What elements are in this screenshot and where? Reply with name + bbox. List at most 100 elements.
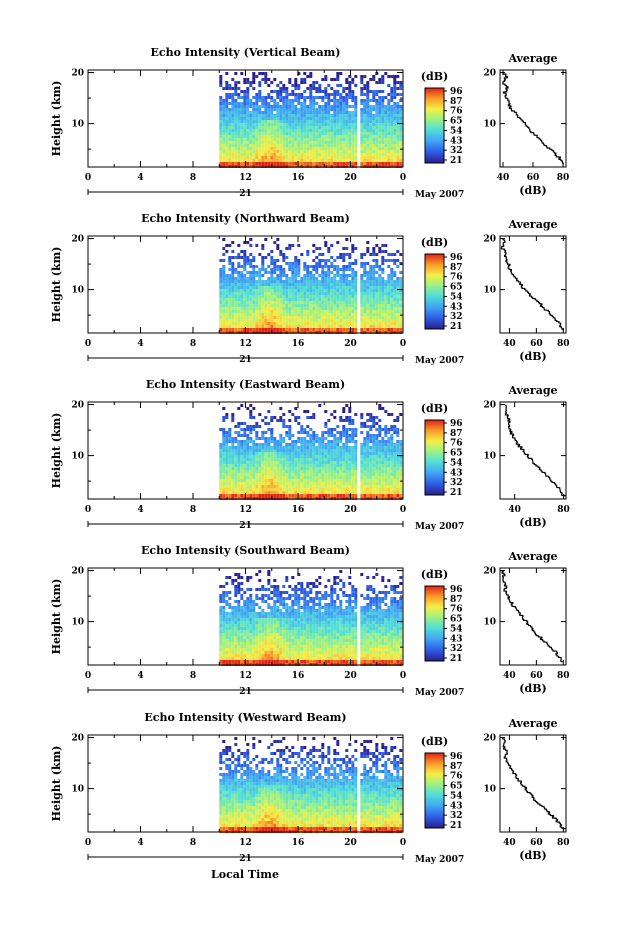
date-label: May 2007 (415, 356, 464, 366)
y-tick-label: 10 (71, 120, 84, 130)
x-tick-label: 0 (400, 671, 406, 681)
colorbar-tick: 54 (450, 624, 463, 634)
profile-y-tick: 20 (483, 69, 496, 79)
colorbar-tick: 43 (450, 468, 463, 478)
colorbar-tick: 43 (450, 634, 463, 644)
profile-y-tick: 20 (483, 401, 496, 411)
y-axis-label: Height (km) (50, 247, 63, 323)
x-tick-label: 16 (292, 173, 305, 183)
panel-4: Echo Intensity (Westward Beam) 20 10 0 4 8 12 1… (50, 711, 570, 865)
profile-frame (499, 401, 567, 500)
profile-title: Average (507, 384, 557, 397)
y-tick-label: 10 (71, 286, 84, 296)
day-label: 21 (239, 355, 252, 365)
x-tick-label: 12 (239, 339, 252, 349)
x-tick-label: 20 (344, 838, 357, 848)
profile-x-tick: 80 (557, 671, 570, 681)
colorbar-tick: 65 (450, 117, 463, 127)
colorbar-tick: 21 (450, 488, 463, 498)
colorbar-tick: 21 (450, 821, 463, 831)
colorbar-tick: 96 (450, 752, 463, 762)
profile-x-tick: 60 (527, 173, 540, 183)
heatmap-cells (219, 72, 403, 168)
x-tick-label: 12 (239, 671, 252, 681)
colorbar-tick: 87 (450, 97, 463, 107)
colorbar-tick: 32 (450, 312, 463, 322)
profile-x-tick: 80 (557, 505, 570, 515)
x-tick-label: 0 (400, 173, 406, 183)
profile-x-tick: 80 (557, 838, 570, 848)
profile-xlabel: (dB) (519, 849, 546, 862)
x-tick-label: 8 (190, 671, 196, 681)
y-tick-label: 20 (71, 235, 84, 245)
profile-y-tick: 20 (483, 734, 496, 744)
colorbar-tick: 96 (450, 87, 463, 97)
x-tick-label: 0 (400, 505, 406, 515)
profile-x-tick: 80 (557, 173, 570, 183)
colorbar-tick: 87 (450, 762, 463, 772)
profile-frame (499, 69, 567, 168)
colorbar (424, 419, 445, 496)
panel-title: Echo Intensity (Vertical Beam) (150, 46, 340, 59)
x-tick-label: 16 (292, 505, 305, 515)
profile-x-tick: 40 (497, 173, 510, 183)
y-axis-label: Height (km) (50, 81, 63, 157)
x-tick-label: 0 (85, 173, 91, 183)
x-tick-label: 4 (137, 838, 143, 848)
colorbar-tick: 65 (450, 283, 463, 293)
profile-xlabel: (dB) (519, 682, 546, 695)
profile-x-tick: 40 (503, 339, 516, 349)
profile-y-tick: 10 (483, 120, 496, 130)
panel-title: Echo Intensity (Northward Beam) (141, 212, 350, 225)
y-tick-label: 10 (71, 785, 84, 795)
panel-1: Echo Intensity (Northward Beam) 20 10 0 4 8 12… (50, 212, 570, 366)
profile-y-tick: 10 (483, 785, 496, 795)
colorbar-tick: 43 (450, 801, 463, 811)
x-tick-label: 0 (85, 671, 91, 681)
y-tick-label: 10 (71, 618, 84, 628)
profile-xlabel: (dB) (519, 350, 546, 363)
profile-x-tick: 60 (530, 671, 543, 681)
x-tick-label: 8 (190, 339, 196, 349)
day-label: 21 (239, 687, 252, 697)
profile-frame (499, 235, 567, 334)
colorbar-tick: 65 (450, 782, 463, 792)
x-tick-label: 12 (239, 173, 252, 183)
day-label: 21 (239, 189, 252, 199)
colorbar-tick: 54 (450, 126, 463, 136)
profile-x-tick: 60 (530, 339, 543, 349)
x-tick-label: 4 (137, 339, 143, 349)
panel-0: Echo Intensity (Vertical Beam) 20 10 0 4 8 12 1… (50, 46, 569, 200)
profile-title: Average (507, 717, 557, 730)
x-tick-label: 20 (344, 339, 357, 349)
profile-line (504, 404, 566, 497)
colorbar-tick: 43 (450, 302, 463, 312)
x-tick-label: 0 (400, 339, 406, 349)
colorbar-tick: 65 (450, 449, 463, 459)
colorbar-tick: 32 (450, 146, 463, 156)
x-axis-label: Local Time (211, 868, 279, 881)
profile-y-tick: 10 (483, 618, 496, 628)
x-tick-label: 16 (292, 671, 305, 681)
x-tick-label: 20 (344, 505, 357, 515)
date-label: May 2007 (415, 855, 464, 865)
x-tick-label: 20 (344, 671, 357, 681)
heatmap-cells (219, 404, 403, 500)
colorbar-tick: 76 (450, 605, 463, 615)
y-axis-label: Height (km) (50, 579, 63, 655)
colorbar-label: (dB) (421, 236, 448, 249)
profile-x-tick: 80 (557, 339, 570, 349)
colorbar-tick: 32 (450, 811, 463, 821)
colorbar-tick: 54 (450, 791, 463, 801)
profile-title: Average (507, 550, 557, 563)
x-tick-label: 4 (137, 505, 143, 515)
profile-x-tick: 60 (530, 838, 543, 848)
x-tick-label: 0 (85, 339, 91, 349)
colorbar-label: (dB) (421, 568, 448, 581)
colorbar-tick: 76 (450, 772, 463, 782)
profile-line (502, 72, 564, 165)
colorbar-tick: 87 (450, 595, 463, 605)
profile-y-tick: 20 (483, 235, 496, 245)
heatmap-cells (219, 570, 403, 666)
profile-y-tick: 10 (483, 286, 496, 296)
